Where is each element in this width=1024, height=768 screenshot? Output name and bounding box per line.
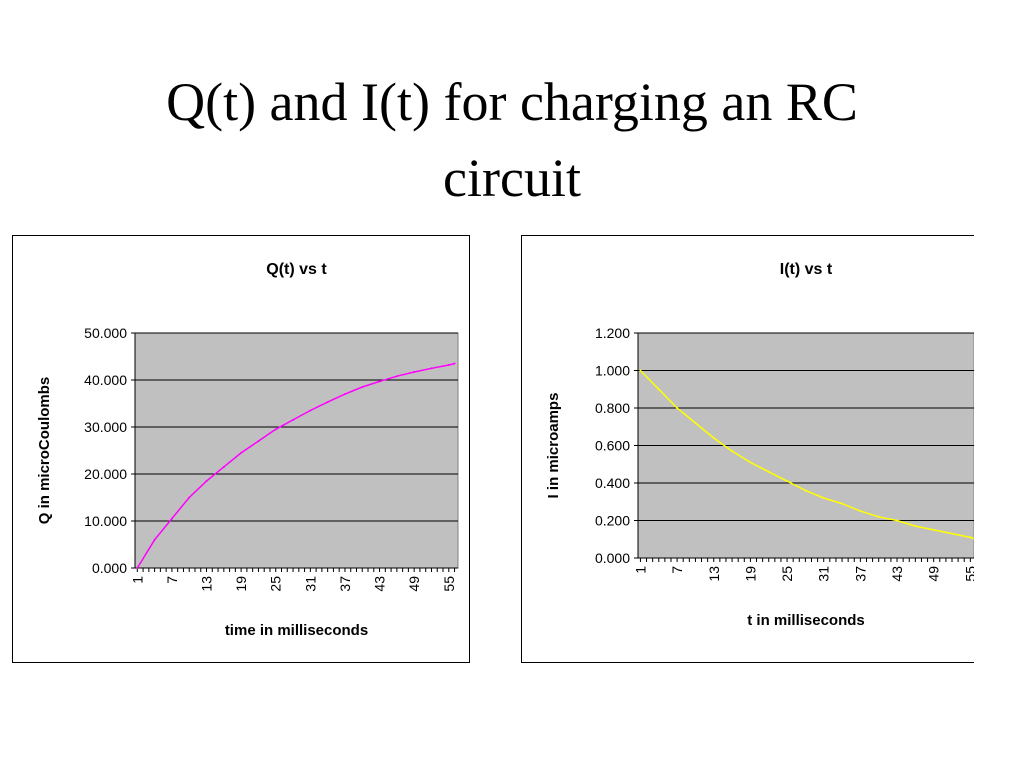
- data-point: [951, 532, 954, 535]
- data-point: [395, 375, 398, 378]
- y-tick-label: 20.000: [84, 466, 127, 482]
- data-line-series-0: [639, 369, 974, 540]
- data-point: [257, 440, 260, 443]
- data-point: [712, 437, 715, 439]
- x-tick-label: 43: [889, 566, 905, 582]
- data-point: [676, 407, 679, 409]
- y-tick-label: 0.400: [595, 475, 630, 491]
- y-tick-label: 50.000: [84, 325, 127, 341]
- data-point: [170, 517, 173, 520]
- data-point: [136, 567, 139, 569]
- data-point: [767, 470, 770, 473]
- y-tick-label: 0.200: [595, 513, 630, 529]
- data-point: [453, 362, 456, 365]
- data-point: [378, 380, 381, 383]
- x-tick-label: 25: [268, 576, 284, 592]
- data-point: [841, 502, 844, 505]
- data-point: [786, 480, 789, 483]
- x-axis-title: t in milliseconds: [747, 612, 865, 629]
- x-tick-label: 49: [926, 566, 942, 582]
- data-point: [309, 409, 312, 412]
- chart-title: Q(t) vs t: [266, 261, 327, 278]
- data-point: [804, 489, 807, 492]
- data-point: [274, 428, 277, 431]
- data-point: [222, 465, 225, 468]
- chart-title: I(t) vs t: [780, 261, 833, 278]
- data-point: [292, 418, 295, 421]
- data-line-series-0: [136, 362, 455, 569]
- y-tick-label: 0.800: [595, 400, 630, 416]
- y-tick-label: 30.000: [84, 419, 127, 435]
- y-tick-label: 1.000: [595, 363, 630, 379]
- data-point: [822, 497, 825, 499]
- x-tick-label: 13: [199, 576, 215, 592]
- data-point: [343, 393, 346, 396]
- data-point: [240, 451, 243, 454]
- slide-title: Q(t) and I(t) for charging an RC circuit: [0, 64, 1024, 216]
- y-tick-label: 0.600: [595, 438, 630, 454]
- x-tick-label: 19: [233, 576, 249, 592]
- x-tick-label: 31: [816, 566, 832, 582]
- data-point: [859, 510, 862, 513]
- x-tick-label: 31: [302, 576, 318, 592]
- x-tick-label: 55: [441, 576, 457, 592]
- x-tick-label: 7: [669, 566, 685, 574]
- plot-area: [134, 332, 459, 569]
- x-tick-label: 7: [164, 576, 180, 584]
- current-chart: I(t) vs t 0.000 0.200 0.400 0.600 0.800 1.000 1…: [521, 235, 974, 663]
- x-tick-label: 49: [406, 576, 422, 592]
- data-point: [361, 386, 364, 389]
- x-axis-title: time in milliseconds: [225, 622, 368, 639]
- data-point: [731, 450, 734, 453]
- x-tick-label: 37: [337, 576, 353, 592]
- slide-title-line-2: circuit: [443, 148, 581, 208]
- data-point: [877, 515, 880, 518]
- data-point: [639, 369, 642, 372]
- data-point: [413, 371, 416, 374]
- data-point: [896, 519, 899, 522]
- data-point: [657, 388, 660, 391]
- y-tick-label: 40.000: [84, 372, 127, 388]
- data-point: [932, 528, 935, 531]
- data-point: [430, 367, 433, 370]
- data-point: [749, 461, 752, 464]
- data-point: [326, 401, 329, 404]
- y-tick-label: 10.000: [84, 513, 127, 529]
- x-tick-label: 25: [779, 566, 795, 582]
- x-tick-label: 1: [632, 566, 648, 574]
- current-chart-svg: I(t) vs t 0.000 0.200 0.400 0.600 0.800 1.000 1…: [545, 261, 974, 629]
- data-point: [188, 496, 191, 499]
- x-tick-label: 19: [742, 566, 758, 582]
- data-point: [153, 538, 156, 541]
- data-point: [914, 525, 917, 528]
- data-point: [205, 480, 208, 483]
- data-point: [969, 536, 972, 539]
- y-axis-title: I in microamps: [545, 393, 562, 499]
- y-axis-title: Q in microCoulombs: [36, 377, 53, 525]
- x-tick-label: 13: [706, 566, 722, 582]
- slide-title-line-1: Q(t) and I(t) for charging an RC: [166, 72, 858, 132]
- y-tick-label: 1.200: [595, 325, 630, 341]
- data-point: [694, 422, 697, 424]
- y-tick-label: 0.000: [92, 560, 127, 576]
- x-tick-label: 55: [962, 566, 974, 582]
- data-point: [447, 363, 450, 366]
- x-tick-label: 1: [129, 576, 145, 584]
- x-tick-label: 43: [372, 576, 388, 592]
- charge-chart: Q(t) vs t 0.000 10.000 20.000 30.000 40.000 50…: [12, 235, 470, 663]
- y-tick-label: 0.000: [595, 550, 630, 566]
- charge-chart-svg: Q(t) vs t 0.000 10.000 20.000 30.000 40.000 50…: [36, 261, 459, 639]
- x-tick-label: 37: [852, 566, 868, 582]
